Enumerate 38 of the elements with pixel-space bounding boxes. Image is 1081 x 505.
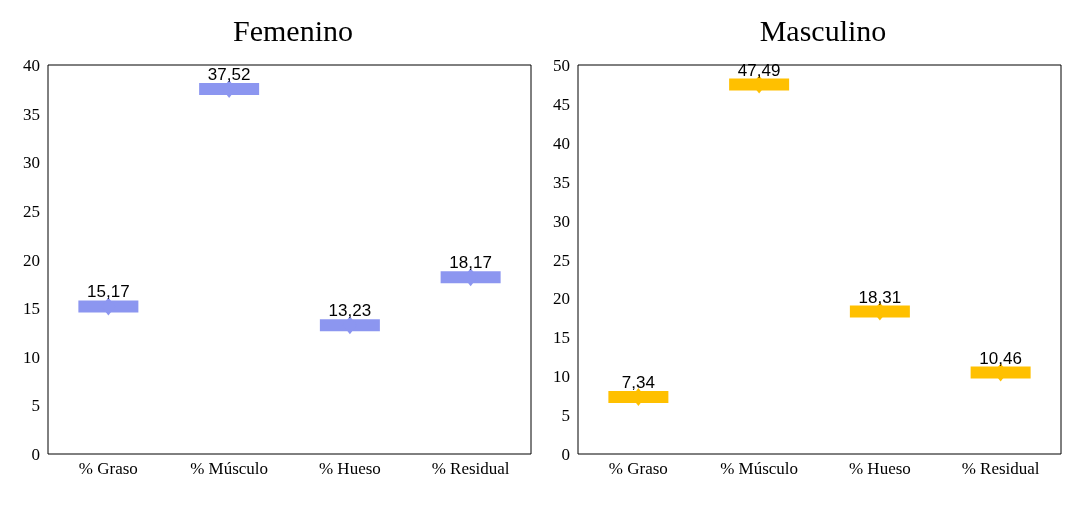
y-tick-label: 15 — [553, 328, 570, 348]
y-tick-label: 40 — [553, 133, 570, 153]
x-tick-label: % Músculo — [720, 459, 799, 479]
y-tick-label: 10 — [23, 347, 40, 367]
data-label: 15,17 — [87, 282, 130, 302]
y-tick-label: 25 — [553, 250, 570, 270]
y-tick-label: 20 — [553, 289, 570, 309]
data-label: 13,23 — [328, 301, 372, 321]
y-tick-label: 25 — [23, 201, 40, 221]
x-tick-label: % Músculo — [190, 459, 269, 479]
chart-title: Femenino — [232, 13, 354, 49]
y-tick-label: 0 — [561, 445, 570, 465]
y-tick-label: 5 — [31, 396, 40, 416]
y-tick-label: 45 — [553, 94, 570, 114]
x-tick-label: % Hueso — [848, 459, 911, 479]
data-label: 47,49 — [737, 60, 781, 80]
data-label: 10,46 — [979, 348, 1022, 368]
y-tick-label: 50 — [553, 56, 570, 76]
y-tick-label: 0 — [31, 445, 40, 465]
x-tick-label: % Graso — [608, 459, 668, 479]
data-label: 18,31 — [858, 287, 902, 307]
x-tick-label: % Graso — [78, 459, 138, 479]
data-label: 37,52 — [207, 65, 251, 85]
y-tick-label: 30 — [553, 211, 570, 231]
y-tick-label: 10 — [553, 367, 570, 387]
y-tick-label: 35 — [553, 172, 570, 192]
y-tick-label: 5 — [561, 406, 570, 426]
y-tick-label: 35 — [23, 104, 40, 124]
data-label: 7,34 — [621, 372, 655, 392]
y-tick-label: 40 — [23, 56, 40, 76]
data-label: 18,17 — [449, 253, 492, 273]
y-tick-label: 15 — [23, 299, 40, 319]
x-tick-label: % Hueso — [318, 459, 381, 479]
y-tick-label: 20 — [23, 250, 40, 270]
y-tick-label: 30 — [23, 153, 40, 173]
x-tick-label: % Residual — [431, 459, 510, 479]
x-tick-label: % Residual — [961, 459, 1040, 479]
chart-title: Masculino — [758, 13, 888, 49]
